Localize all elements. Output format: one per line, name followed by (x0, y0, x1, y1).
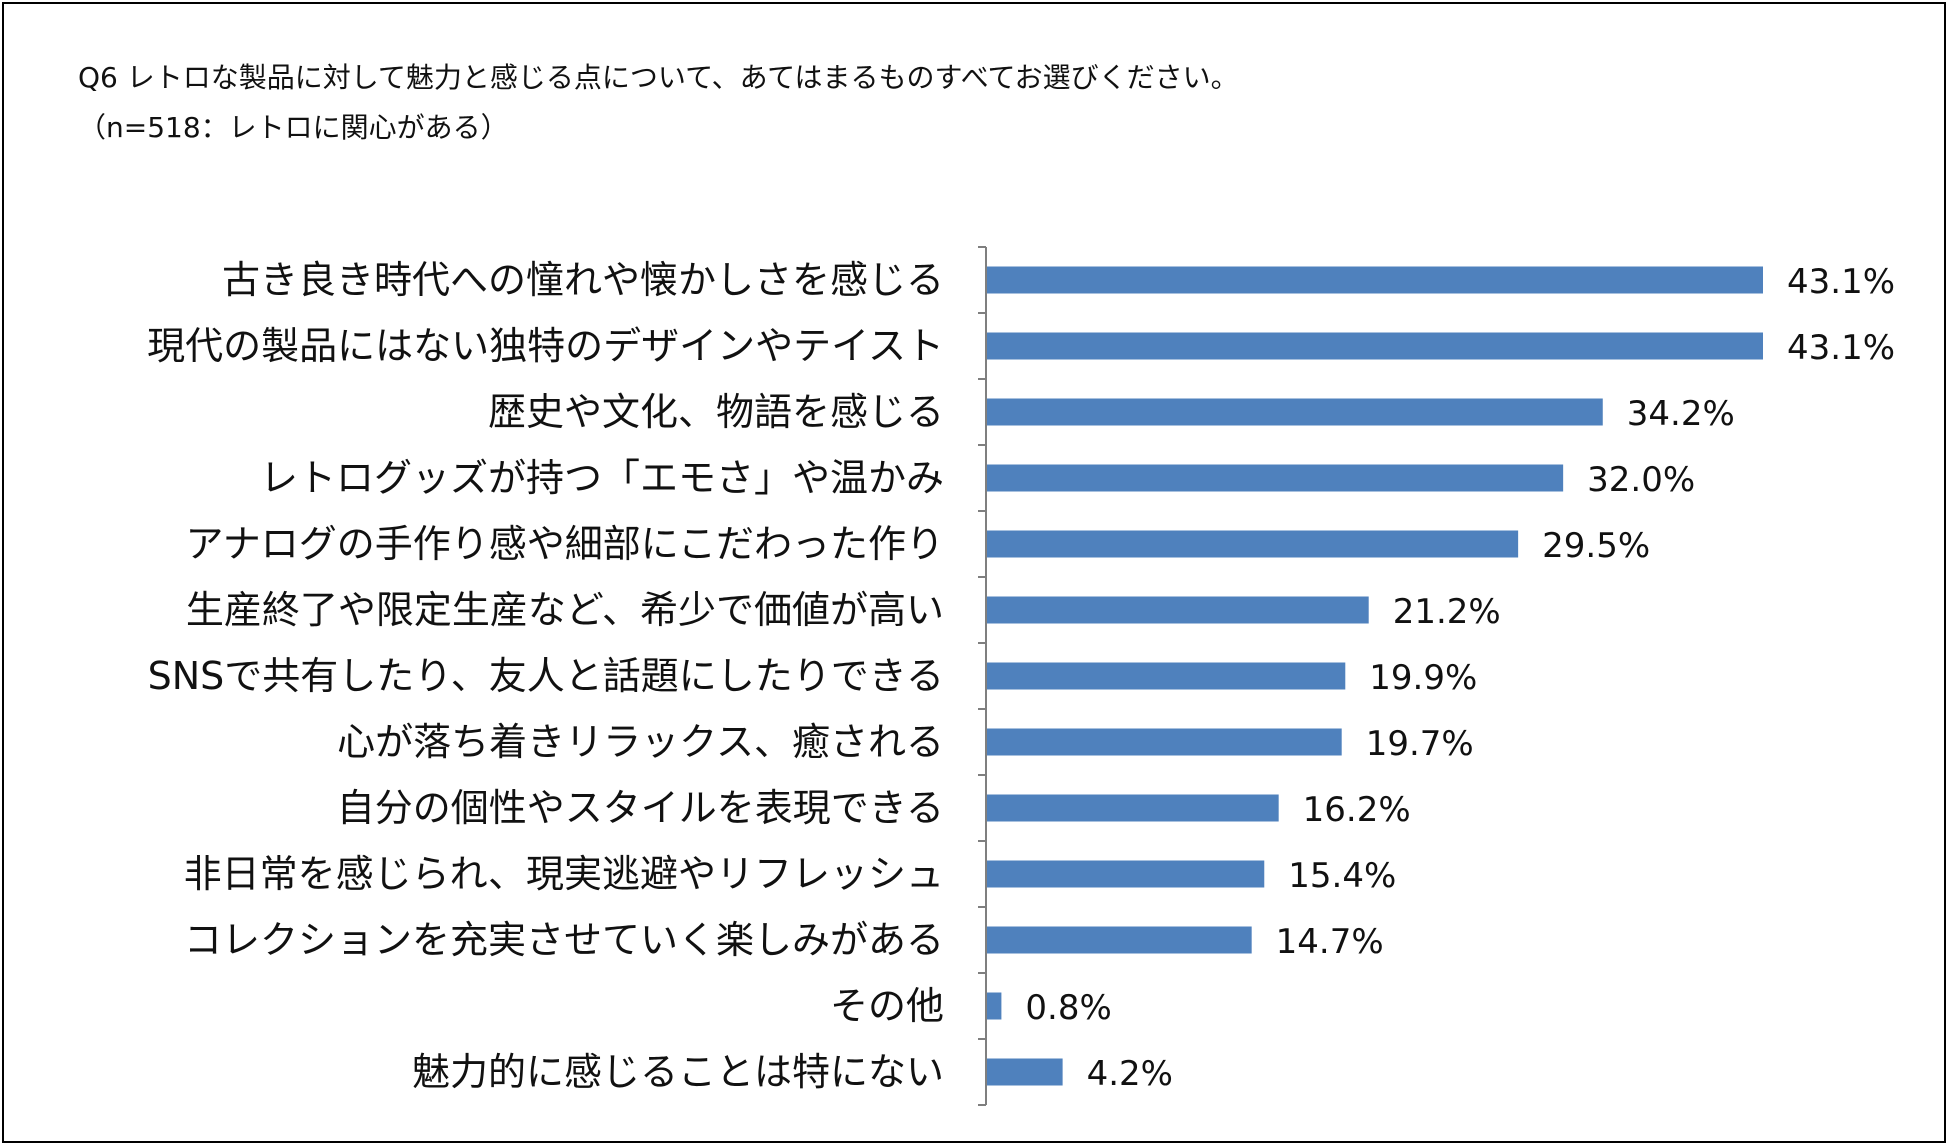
value-label: 43.1% (1787, 262, 1895, 302)
bar (987, 398, 1603, 426)
category-label: 魅力的に感じることは特にない (412, 1050, 944, 1094)
category-labels: 古き良き時代への憧れや懐かしさを感じる現代の製品にはない独特のデザインやテイスト… (147, 258, 944, 1094)
value-label: 4.2% (1087, 1054, 1173, 1094)
value-label: 16.2% (1303, 790, 1411, 830)
category-label: 心が落ち着きリラックス、癒される (337, 720, 944, 764)
bar (987, 662, 1346, 690)
axis-ticks (978, 246, 986, 1106)
category-label: アナログの手作り感や細部にこだわった作り (186, 522, 944, 566)
category-label: 生産終了や限定生産など、希少で価値が高い (186, 588, 944, 632)
category-label: 現代の製品にはない独特のデザインやテイスト (147, 324, 944, 368)
bar (987, 860, 1265, 888)
bar (987, 794, 1279, 822)
bar (987, 728, 1342, 756)
bar (987, 1058, 1063, 1086)
value-labels: 43.1% 43.1% 34.2% 32.0% 29.5% 21.2% 19.9% 19.7%… (1025, 262, 1895, 1094)
chart-title: Q6 レトロな製品に対して魅力と感じる点について、あてはまるものすべてお選びくだ… (78, 61, 1239, 94)
bar (987, 332, 1763, 360)
category-label: 非日常を感じられ、現実逃避やリフレッシュ (184, 852, 944, 896)
chart-subtitle: （n=518：レトロに関心がある） (78, 111, 509, 144)
value-label: 43.1% (1787, 328, 1895, 368)
category-label: コレクションを充実させていく楽しみがある (184, 918, 944, 962)
value-label: 29.5% (1542, 526, 1650, 566)
bar (987, 926, 1252, 954)
category-label: その他 (830, 984, 944, 1028)
category-label: レトログッズが持つ「エモさ」や温かみ (260, 456, 944, 500)
value-label: 32.0% (1587, 460, 1695, 500)
value-label: 19.7% (1366, 724, 1474, 764)
bar (987, 530, 1519, 558)
value-label: 19.9% (1369, 658, 1477, 698)
value-label: 15.4% (1288, 856, 1396, 896)
value-label: 14.7% (1276, 922, 1384, 962)
bar (987, 464, 1564, 492)
bar (987, 596, 1369, 624)
value-label: 0.8% (1025, 988, 1111, 1028)
category-label: SNSで共有したり、友人と話題にしたりできる (148, 654, 944, 698)
value-label: 34.2% (1627, 394, 1735, 434)
bar (987, 992, 1002, 1020)
category-label: 古き良き時代への憧れや懐かしさを感じる (222, 258, 944, 302)
category-label: 歴史や文化、物語を感じる (488, 390, 944, 434)
bars (987, 266, 1763, 1086)
value-label: 21.2% (1393, 592, 1501, 632)
category-label: 自分の個性やスタイルを表現できる (337, 786, 944, 830)
bar (987, 266, 1763, 294)
